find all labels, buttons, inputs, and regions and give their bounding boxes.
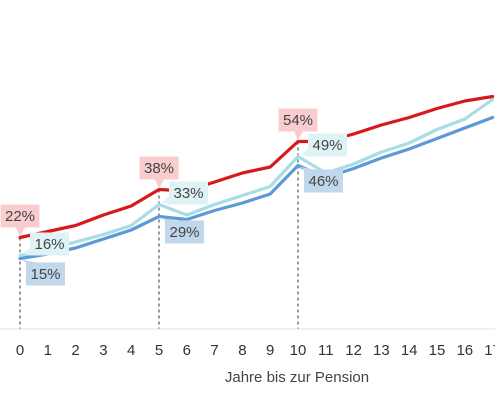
x-tick-label: 10 (290, 342, 307, 359)
callout-pointer (23, 247, 30, 256)
callout-box (304, 169, 343, 193)
callouts: 22% 16% 15% 38% 33% 29% 54% 49% 46% (0, 108, 347, 286)
x-tick-label: 12 (345, 342, 362, 359)
x-axis-title: Jahre bis zur Pension (225, 369, 369, 386)
callout-16pct: 16% (23, 232, 69, 256)
x-tick-labels: 01234567891011121314151617 (16, 342, 495, 359)
x-tick-label: 3 (99, 342, 107, 359)
callout-box (30, 232, 69, 256)
x-tick-label: 16 (456, 342, 473, 359)
callout-pointer (301, 148, 308, 157)
callout-15pct: 15% (21, 259, 65, 286)
x-tick-label: 6 (183, 342, 191, 359)
callout-pointer (21, 259, 36, 263)
callout-box (165, 220, 204, 244)
x-tick-label: 11 (318, 342, 334, 359)
series-line-1 (18, 94, 495, 240)
callout-pointer (294, 131, 303, 141)
callout-label: 22% (5, 208, 35, 225)
x-tick-label: 0 (16, 342, 24, 359)
x-tick-label: 1 (44, 342, 52, 359)
callout-29pct: 29% (160, 217, 204, 244)
callout-pointer (160, 217, 175, 221)
callout-54pct: 54% (278, 108, 318, 141)
callout-label: 54% (283, 112, 313, 129)
series-lines (18, 94, 495, 261)
callout-label: 46% (308, 173, 338, 190)
callout-label: 49% (312, 137, 342, 154)
callout-33pct: 33% (162, 181, 208, 205)
x-tick-label: 2 (71, 342, 79, 359)
x-tick-label: 8 (238, 342, 246, 359)
callout-label: 29% (169, 224, 199, 241)
x-tick-label: 15 (429, 342, 446, 359)
callout-box (26, 262, 65, 286)
callout-46pct: 46% (299, 166, 343, 193)
callout-box (0, 204, 40, 228)
callout-label: 15% (30, 266, 60, 283)
callout-38pct: 38% (139, 156, 179, 189)
callout-box (308, 133, 347, 157)
series-line-2 (18, 97, 495, 258)
callout-label: 33% (173, 185, 203, 202)
callout-pointer (155, 179, 164, 189)
x-tick-label: 9 (266, 342, 274, 359)
callout-box (139, 156, 179, 180)
x-tick-label: 7 (210, 342, 218, 359)
callout-pointer (299, 166, 314, 170)
x-tick-label: 4 (127, 342, 135, 359)
callout-box (169, 181, 208, 205)
callout-pointer (16, 227, 25, 237)
x-tick-label: 17 (484, 342, 495, 359)
callout-22pct: 22% (0, 204, 40, 237)
series-line-3 (18, 115, 495, 261)
callout-label: 16% (34, 236, 64, 253)
x-tick-label: 14 (401, 342, 418, 359)
callout-box (278, 108, 318, 132)
x-tick-label: 5 (155, 342, 163, 359)
marker-lines (19, 141, 299, 329)
callout-49pct: 49% (301, 133, 347, 157)
callout-pointer (162, 196, 169, 205)
x-tick-label: 13 (373, 342, 390, 359)
callout-label: 38% (144, 160, 174, 177)
